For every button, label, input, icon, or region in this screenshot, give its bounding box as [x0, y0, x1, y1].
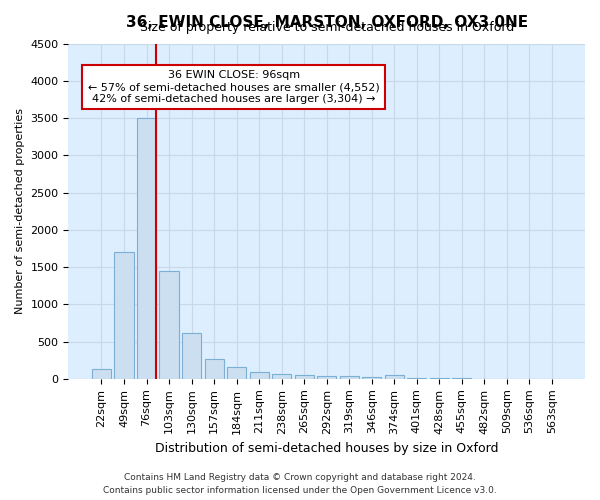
Bar [362, 376, 382, 379]
Bar [137, 118, 156, 379]
Bar [115, 252, 134, 379]
Bar [317, 376, 336, 379]
Bar [92, 369, 111, 379]
Bar [205, 358, 224, 379]
Bar [160, 271, 179, 379]
Bar [295, 375, 314, 379]
Text: Contains HM Land Registry data © Crown copyright and database right 2024.
Contai: Contains HM Land Registry data © Crown c… [103, 474, 497, 495]
Bar [340, 376, 359, 379]
Title: 36, EWIN CLOSE, MARSTON, OXFORD, OX3 0NE: 36, EWIN CLOSE, MARSTON, OXFORD, OX3 0NE [125, 15, 528, 30]
Text: 36 EWIN CLOSE: 96sqm
← 57% of semi-detached houses are smaller (4,552)
42% of se: 36 EWIN CLOSE: 96sqm ← 57% of semi-detac… [88, 70, 380, 104]
Text: Size of property relative to semi-detached houses in Oxford: Size of property relative to semi-detach… [140, 20, 514, 34]
X-axis label: Distribution of semi-detached houses by size in Oxford: Distribution of semi-detached houses by … [155, 442, 499, 455]
Bar [385, 375, 404, 379]
Bar [182, 332, 201, 379]
Bar [227, 366, 246, 379]
Bar [272, 374, 291, 379]
Y-axis label: Number of semi-detached properties: Number of semi-detached properties [15, 108, 25, 314]
Bar [250, 372, 269, 379]
